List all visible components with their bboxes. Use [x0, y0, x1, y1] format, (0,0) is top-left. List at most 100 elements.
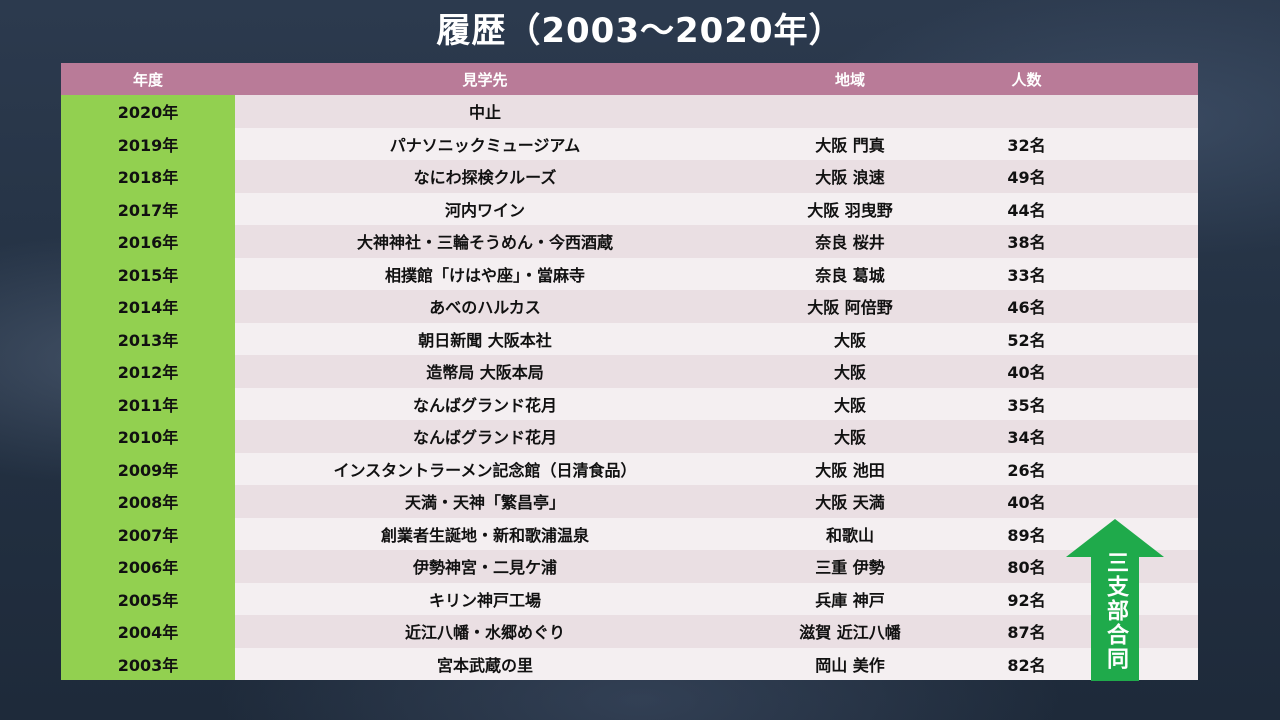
- header-place: 見学先: [235, 63, 735, 95]
- table-row: 2012年 造幣局 大阪本局 大阪 40名: [61, 355, 1198, 388]
- count-cell: 34名: [965, 420, 1088, 453]
- region-cell: 兵庫 神戸: [735, 582, 965, 615]
- region-cell: 大阪 羽曳野: [735, 192, 965, 225]
- place-cell: 造幣局 大阪本局: [235, 355, 735, 388]
- blank-cell: [1088, 160, 1198, 193]
- year-cell: 2014年: [61, 290, 235, 323]
- blank-cell: [1088, 485, 1198, 518]
- count-cell: 40名: [965, 485, 1088, 518]
- place-cell: なんばグランド花月: [235, 387, 735, 420]
- place-cell: 河内ワイン: [235, 192, 735, 225]
- count-cell: 26名: [965, 452, 1088, 485]
- count-cell: 35名: [965, 387, 1088, 420]
- blank-cell: [1088, 192, 1198, 225]
- place-cell: キリン神戸工場: [235, 582, 735, 615]
- year-cell: 2007年: [61, 517, 235, 550]
- table-row: 2003年 宮本武蔵の里 岡山 美作 82名: [61, 647, 1198, 680]
- region-cell: 大阪: [735, 387, 965, 420]
- blank-cell: [1088, 387, 1198, 420]
- region-cell: 大阪: [735, 355, 965, 388]
- table-row: 2020年 中止: [61, 95, 1198, 128]
- table-row: 2014年 あべのハルカス 大阪 阿倍野 46名: [61, 290, 1198, 323]
- table-row: 2017年 河内ワイン 大阪 羽曳野 44名: [61, 192, 1198, 225]
- region-cell: 大阪: [735, 322, 965, 355]
- count-cell: 87名: [965, 615, 1088, 648]
- year-cell: 2019年: [61, 127, 235, 160]
- table-row: 2013年 朝日新聞 大阪本社 大阪 52名: [61, 322, 1198, 355]
- place-cell: 中止: [235, 95, 735, 128]
- table-row: 2006年 伊勢神宮・二見ケ浦 三重 伊勢 80名: [61, 550, 1198, 583]
- place-cell: 創業者生誕地・新和歌浦温泉: [235, 517, 735, 550]
- blank-cell: [1088, 322, 1198, 355]
- region-cell: 三重 伊勢: [735, 550, 965, 583]
- header-year: 年度: [61, 63, 235, 95]
- place-cell: インスタントラーメン記念館（日清食品）: [235, 452, 735, 485]
- arrow-label: 三支部合同: [1103, 551, 1128, 671]
- count-cell: 40名: [965, 355, 1088, 388]
- count-cell: 82名: [965, 647, 1088, 680]
- count-cell: 52名: [965, 322, 1088, 355]
- year-cell: 2005年: [61, 582, 235, 615]
- table-header-row: 年度 見学先 地域 人数: [61, 63, 1198, 95]
- table-row: 2008年 天満・天神「繁昌亭」 大阪 天満 40名: [61, 485, 1198, 518]
- table-row: 2007年 創業者生誕地・新和歌浦温泉 和歌山 89名: [61, 517, 1198, 550]
- blank-cell: [1088, 127, 1198, 160]
- region-cell: 大阪 池田: [735, 452, 965, 485]
- region-cell: 和歌山: [735, 517, 965, 550]
- table-row: 2016年 大神神社・三輪そうめん・今西酒蔵 奈良 桜井 38名: [61, 225, 1198, 258]
- blank-cell: [1088, 290, 1198, 323]
- year-cell: 2016年: [61, 225, 235, 258]
- place-cell: 相撲館「けはや座」・當麻寺: [235, 257, 735, 290]
- count-cell: 46名: [965, 290, 1088, 323]
- blank-cell: [1088, 225, 1198, 258]
- count-cell: 38名: [965, 225, 1088, 258]
- header-region: 地域: [735, 63, 965, 95]
- region-cell: 奈良 葛城: [735, 257, 965, 290]
- place-cell: 大神神社・三輪そうめん・今西酒蔵: [235, 225, 735, 258]
- place-cell: 近江八幡・水郷めぐり: [235, 615, 735, 648]
- header-blank: [1088, 63, 1198, 95]
- arrow-head-shape: [1066, 519, 1164, 557]
- history-table: 年度 見学先 地域 人数 2020年 中止 2019年 パナソニックミュージアム 大阪 …: [61, 63, 1198, 680]
- region-cell: 奈良 桜井: [735, 225, 965, 258]
- header-count: 人数: [965, 63, 1088, 95]
- blank-cell: [1088, 95, 1198, 128]
- count-cell: 92名: [965, 582, 1088, 615]
- place-cell: 朝日新聞 大阪本社: [235, 322, 735, 355]
- year-cell: 2006年: [61, 550, 235, 583]
- joint-three-branches-arrow: 三支部合同: [1066, 519, 1164, 681]
- region-cell: 岡山 美作: [735, 647, 965, 680]
- table-row: 2015年 相撲館「けはや座」・當麻寺 奈良 葛城 33名: [61, 257, 1198, 290]
- year-cell: 2011年: [61, 387, 235, 420]
- year-cell: 2013年: [61, 322, 235, 355]
- table-row: 2018年 なにわ探検クルーズ 大阪 浪速 49名: [61, 160, 1198, 193]
- table-row: 2004年 近江八幡・水郷めぐり 滋賀 近江八幡 87名: [61, 615, 1198, 648]
- blank-cell: [1088, 257, 1198, 290]
- blank-cell: [1088, 420, 1198, 453]
- year-cell: 2004年: [61, 615, 235, 648]
- region-cell: 大阪 門真: [735, 127, 965, 160]
- arrow-shaft-shape: [1091, 556, 1139, 681]
- count-cell: [965, 95, 1088, 128]
- count-cell: 32名: [965, 127, 1088, 160]
- year-cell: 2009年: [61, 452, 235, 485]
- year-cell: 2015年: [61, 257, 235, 290]
- year-cell: 2008年: [61, 485, 235, 518]
- year-cell: 2012年: [61, 355, 235, 388]
- year-cell: 2017年: [61, 192, 235, 225]
- region-cell: 大阪 阿倍野: [735, 290, 965, 323]
- year-cell: 2018年: [61, 160, 235, 193]
- blank-cell: [1088, 452, 1198, 485]
- year-cell: 2003年: [61, 647, 235, 680]
- region-cell: 大阪 浪速: [735, 160, 965, 193]
- slide-title: 履歴（2003～2020年）: [436, 11, 844, 51]
- count-cell: 33名: [965, 257, 1088, 290]
- place-cell: 伊勢神宮・二見ケ浦: [235, 550, 735, 583]
- year-cell: 2020年: [61, 95, 235, 128]
- table-row: 2010年 なんばグランド花月 大阪 34名: [61, 420, 1198, 453]
- region-cell: 大阪 天満: [735, 485, 965, 518]
- place-cell: なにわ探検クルーズ: [235, 160, 735, 193]
- year-cell: 2010年: [61, 420, 235, 453]
- blank-cell: [1088, 355, 1198, 388]
- count-cell: 49名: [965, 160, 1088, 193]
